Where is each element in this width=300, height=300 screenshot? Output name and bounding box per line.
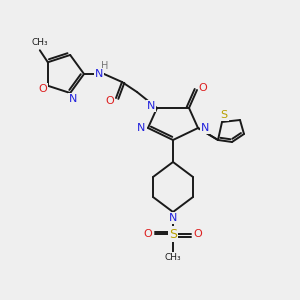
Text: H: H [101, 61, 109, 71]
Text: N: N [69, 94, 77, 104]
Text: N: N [201, 123, 209, 133]
Text: O: O [144, 229, 152, 239]
Text: N: N [147, 101, 155, 111]
Text: O: O [106, 96, 114, 106]
Text: N: N [95, 69, 103, 79]
Text: S: S [220, 110, 228, 120]
Text: CH₃: CH₃ [32, 38, 48, 47]
Text: CH₃: CH₃ [165, 254, 181, 262]
Text: O: O [199, 83, 207, 93]
Text: O: O [38, 84, 47, 94]
Text: O: O [194, 229, 202, 239]
Text: N: N [169, 213, 177, 223]
Text: S: S [169, 227, 177, 241]
Text: N: N [137, 123, 145, 133]
